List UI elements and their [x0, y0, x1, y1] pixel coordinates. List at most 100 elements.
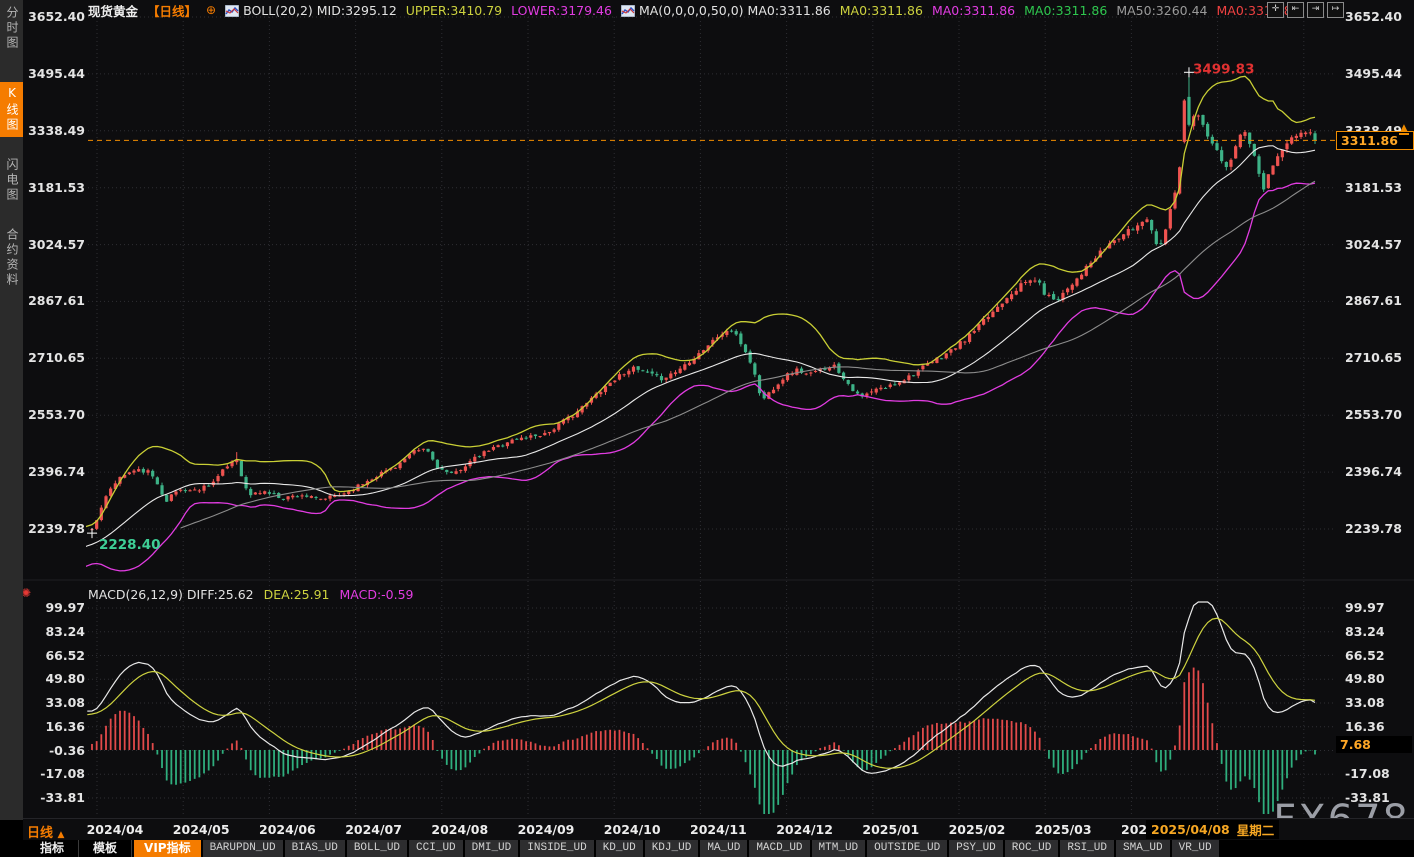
symbol-title: 现货黄金: [88, 3, 139, 19]
price-axis-label-right: 3024.57: [1345, 236, 1402, 252]
toolbar-tab-ma_ud[interactable]: MA_UD: [700, 840, 748, 857]
toolbar-tab-mtm_ud[interactable]: MTM_UD: [811, 840, 866, 857]
macd-axis-label-right: 66.52: [1345, 647, 1385, 663]
price-axis-label-left: 2710.65: [28, 350, 85, 366]
period-selector-label: 日线: [27, 826, 54, 841]
price-axis-label-right: 2710.65: [1345, 350, 1402, 366]
toolbar-tab-dmi_ud[interactable]: DMI_UD: [464, 840, 519, 857]
toolbar-tab-vr_ud[interactable]: VR_UD: [1171, 840, 1219, 857]
x-axis-month-label: 2024/05: [172, 822, 230, 837]
price-axis-label-left: 3495.44: [28, 65, 85, 81]
indicator-mini-chart-icon[interactable]: [225, 5, 240, 17]
toolbar-tab-inside_ud[interactable]: INSIDE_UD: [520, 840, 594, 857]
price-axis-label-right: 3181.53: [1345, 179, 1402, 195]
goto-latest-bar: [1399, 133, 1409, 135]
header-indicator-value: MA(0,0,0,0,50,0) MA0:3311.86: [638, 2, 831, 18]
macd-axis-label-left: 16.36: [45, 718, 85, 734]
x-axis-month-label: 2024/10: [603, 822, 661, 837]
toolbar-tab-rsi_ud[interactable]: RSI_UD: [1060, 840, 1114, 857]
toolbar-tab-kd_ud[interactable]: KD_UD: [595, 840, 643, 857]
left-sidebar: 分时图 K线图闪电图合约资料: [0, 0, 23, 820]
last-price-tag: 3311.86: [1336, 131, 1414, 151]
macd-header: MACD(26,12,9) DIFF:25.62 DEA:25.91 MACD:-0…: [88, 587, 424, 602]
header-indicator-value: MA50:3260.44: [1116, 2, 1208, 18]
header-indicator-value: MA0:3311.86: [839, 2, 923, 18]
macd-axis-label-left: 99.97: [45, 600, 85, 615]
cursor-weekday: 星期二: [1236, 823, 1275, 838]
compress-right-icon[interactable]: ⇥: [1307, 2, 1324, 18]
x-axis-month-label: 2024/04: [86, 822, 144, 837]
macd-axis-label-right: 16.36: [1345, 718, 1385, 734]
period-tag: 【日线】: [147, 3, 198, 19]
macd-axis-label-left: 49.80: [45, 671, 85, 687]
toolbar-tab-sma_ud[interactable]: SMA_UD: [1116, 840, 1170, 857]
sidebar-tab-1[interactable]: 分时图: [5, 6, 19, 51]
goto-latest-icon[interactable]: ▲: [1398, 124, 1410, 135]
macd-axis-label-right: -17.08: [1345, 766, 1390, 782]
price-axis-label-right: 3495.44: [1345, 65, 1402, 81]
period-selector-button[interactable]: 日线 ▲: [27, 822, 64, 841]
x-axis-row: 日线 ▲ 2024/04 2024/05 2024/06 2024/07 2024/08…: [0, 818, 1414, 841]
price-axis-label-left: 2239.78: [28, 521, 85, 536]
price-axis-label-left: 3024.57: [28, 236, 85, 252]
macd-settings-icon[interactable]: ✺: [21, 586, 32, 600]
price-axis-label-right: 2239.78: [1345, 521, 1402, 536]
compress-left-icon[interactable]: ⇤: [1287, 2, 1304, 18]
price-axis-label-right: 2553.70: [1345, 407, 1402, 423]
macd-value-tag: 7.68: [1336, 736, 1412, 753]
toolbar-tab-模板[interactable]: 模板: [79, 840, 133, 857]
price-axis-label-left: 2553.70: [28, 407, 85, 423]
price-axis-label-left: 2867.61: [28, 293, 85, 309]
toolbar-tab-macd_ud[interactable]: MACD_UD: [749, 840, 810, 857]
corner-spacer: [0, 819, 23, 841]
crosshair-icon[interactable]: ✛: [1267, 2, 1284, 18]
macd-axis-label-left: -33.81: [40, 790, 85, 805]
goto-latest-arrow: ▲: [1400, 123, 1408, 133]
svg-text:3499.83: 3499.83: [1193, 61, 1255, 77]
toolbar-tab-boll_ud[interactable]: BOLL_UD: [346, 840, 408, 857]
header-indicator-value: UPPER:3410.79: [405, 2, 503, 18]
macd-axis-label-right: 49.80: [1345, 671, 1385, 687]
toolbar-tab-roc_ud[interactable]: ROC_UD: [1004, 840, 1059, 857]
svg-text:2228.40: 2228.40: [99, 537, 161, 553]
price-axis-label-left: 3652.40: [28, 9, 85, 24]
macd-axis-label-right: 33.08: [1345, 695, 1385, 710]
macd-axis-label-left: -0.36: [48, 742, 85, 758]
toolbar-tab-barupdn_ud[interactable]: BARUPDN_UD: [202, 840, 283, 857]
header-indicator-value: MA0:3311.86: [931, 2, 1016, 18]
toolbar-tab-cci_ud[interactable]: CCI_UD: [409, 840, 463, 857]
sidebar-tab-2[interactable]: K线图: [0, 82, 23, 137]
expand-right-icon[interactable]: ↦: [1327, 2, 1344, 18]
sidebar-tab-4[interactable]: 合约资料: [5, 228, 19, 288]
toolbar-tab-bias_ud[interactable]: BIAS_UD: [284, 840, 345, 857]
price-axis-label-right: 2867.61: [1345, 293, 1402, 309]
x-axis-month-label: 2024/12: [776, 822, 833, 837]
price-axis-label-right: 2396.74: [1345, 464, 1402, 480]
indicator-toolbar: 指标 模板 VIP指标 BARUPDN_UD BIAS_UD BOLL_UD CCI_UD D…: [0, 840, 1414, 857]
macd-axis-label-left: 33.08: [45, 695, 85, 710]
price-axis-label-left: 2396.74: [28, 464, 85, 480]
cursor-date-value: 2025/04/08: [1151, 822, 1230, 837]
macd-axis-label-left: 66.52: [45, 647, 85, 663]
price-axis-label-right: 3652.40: [1345, 9, 1402, 24]
x-axis-month-label: 2025/02: [948, 822, 1006, 837]
header-indicator-value: LOWER:3179.46: [511, 2, 612, 18]
chart-plot-area[interactable]: [88, 14, 1333, 818]
macd-indicator-value: MACD(26,12,9) DIFF:25.62: [88, 587, 254, 602]
price-axis-label-left: 3338.49: [28, 122, 85, 138]
macd-axis-label-right: 99.97: [1345, 600, 1385, 615]
sidebar-tab-3[interactable]: 闪电图: [5, 158, 19, 203]
circle-plus-icon[interactable]: ⊕: [206, 3, 217, 17]
toolbar-tab-psy_ud[interactable]: PSY_UD: [949, 840, 1003, 857]
x-axis-month-label: 2025/03: [1034, 822, 1092, 837]
toolbar-tab-kdj_ud[interactable]: KDJ_UD: [644, 840, 699, 857]
toolbar-tab-指标[interactable]: 指标: [26, 840, 80, 857]
x-axis-month-label: 2025/01: [862, 822, 920, 837]
price-axis-label-left: 3181.53: [28, 179, 85, 195]
header-indicator-value: BOLL(20,2) MID:3295.12: [243, 2, 397, 18]
toolbar-tab-outside_ud[interactable]: OUTSIDE_UD: [867, 840, 948, 857]
toolbar-tab-vip指标[interactable]: VIP指标: [134, 840, 201, 857]
x-axis-month-label: 2024/06: [259, 822, 316, 837]
indicator-mini-chart-icon[interactable]: [620, 5, 635, 17]
